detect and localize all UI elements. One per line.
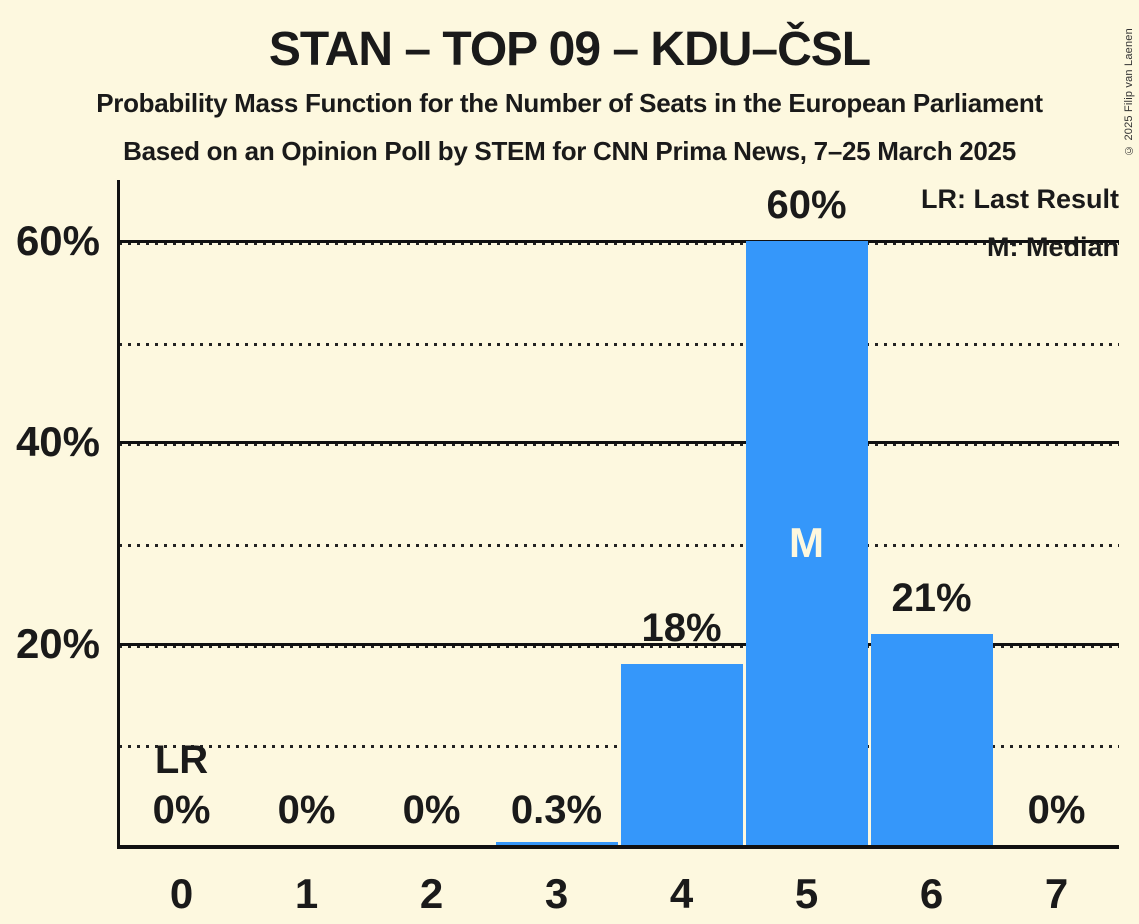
gridline-dotted-40 — [119, 443, 1119, 447]
value-label-seat-6: 21% — [891, 576, 972, 620]
y-axis-label-60: 60% — [15, 216, 100, 264]
value-label-seat-3: 0.3% — [510, 788, 603, 832]
x-tick-label-2: 2 — [419, 870, 444, 917]
gridline-solid-20 — [119, 642, 1119, 646]
legend-last-result: LR: Last Result — [920, 184, 1119, 214]
value-label-seat-2: 0% — [402, 788, 461, 832]
gridline-dotted-60 — [119, 241, 1119, 245]
x-tick-label-0: 0 — [169, 870, 194, 917]
value-label-seat-4: 18% — [641, 606, 722, 650]
gridline-solid-60 — [119, 239, 1119, 243]
y-axis-label-40: 40% — [15, 418, 100, 466]
median-marker: M — [789, 519, 824, 566]
x-tick-label-5: 5 — [794, 870, 819, 917]
x-axis-line — [117, 845, 1119, 849]
chart-subtitle: Probability Mass Function for the Number… — [96, 88, 1043, 118]
legend: LR: Last Result M: Median — [921, 184, 1119, 262]
last-result-marker: LR — [154, 738, 209, 782]
bar-seat-4 — [620, 664, 743, 845]
value-label-seat-0: 0% — [152, 788, 211, 832]
bar-seat-3 — [495, 842, 618, 845]
chart-source-line: Based on an Opinion Poll by STEM for CNN… — [123, 136, 1016, 166]
x-tick-label-7: 7 — [1044, 870, 1069, 917]
gridline-solid-40 — [119, 441, 1119, 445]
x-tick-label-4: 4 — [669, 870, 694, 917]
x-tick-label-1: 1 — [294, 870, 319, 917]
value-label-seat-5: 60% — [766, 183, 847, 227]
gridline-dotted-10 — [119, 745, 1119, 749]
x-tick-label-6: 6 — [919, 870, 944, 917]
bar-seat-6 — [870, 634, 993, 845]
bar-seat-5 — [745, 241, 868, 845]
y-axis-label-20: 20% — [15, 619, 100, 667]
value-label-seat-1: 0% — [277, 788, 336, 832]
x-tick-label-3: 3 — [544, 870, 569, 917]
gridline-dotted-20 — [119, 644, 1119, 648]
value-label-seat-7: 0% — [1027, 788, 1086, 832]
y-axis-line — [117, 180, 120, 849]
legend-median: M: Median — [987, 232, 1119, 262]
gridline-dotted-50 — [119, 342, 1119, 346]
gridline-dotted-30 — [119, 543, 1119, 547]
chart-title: STAN – TOP 09 – KDU–ČSL — [268, 23, 871, 76]
